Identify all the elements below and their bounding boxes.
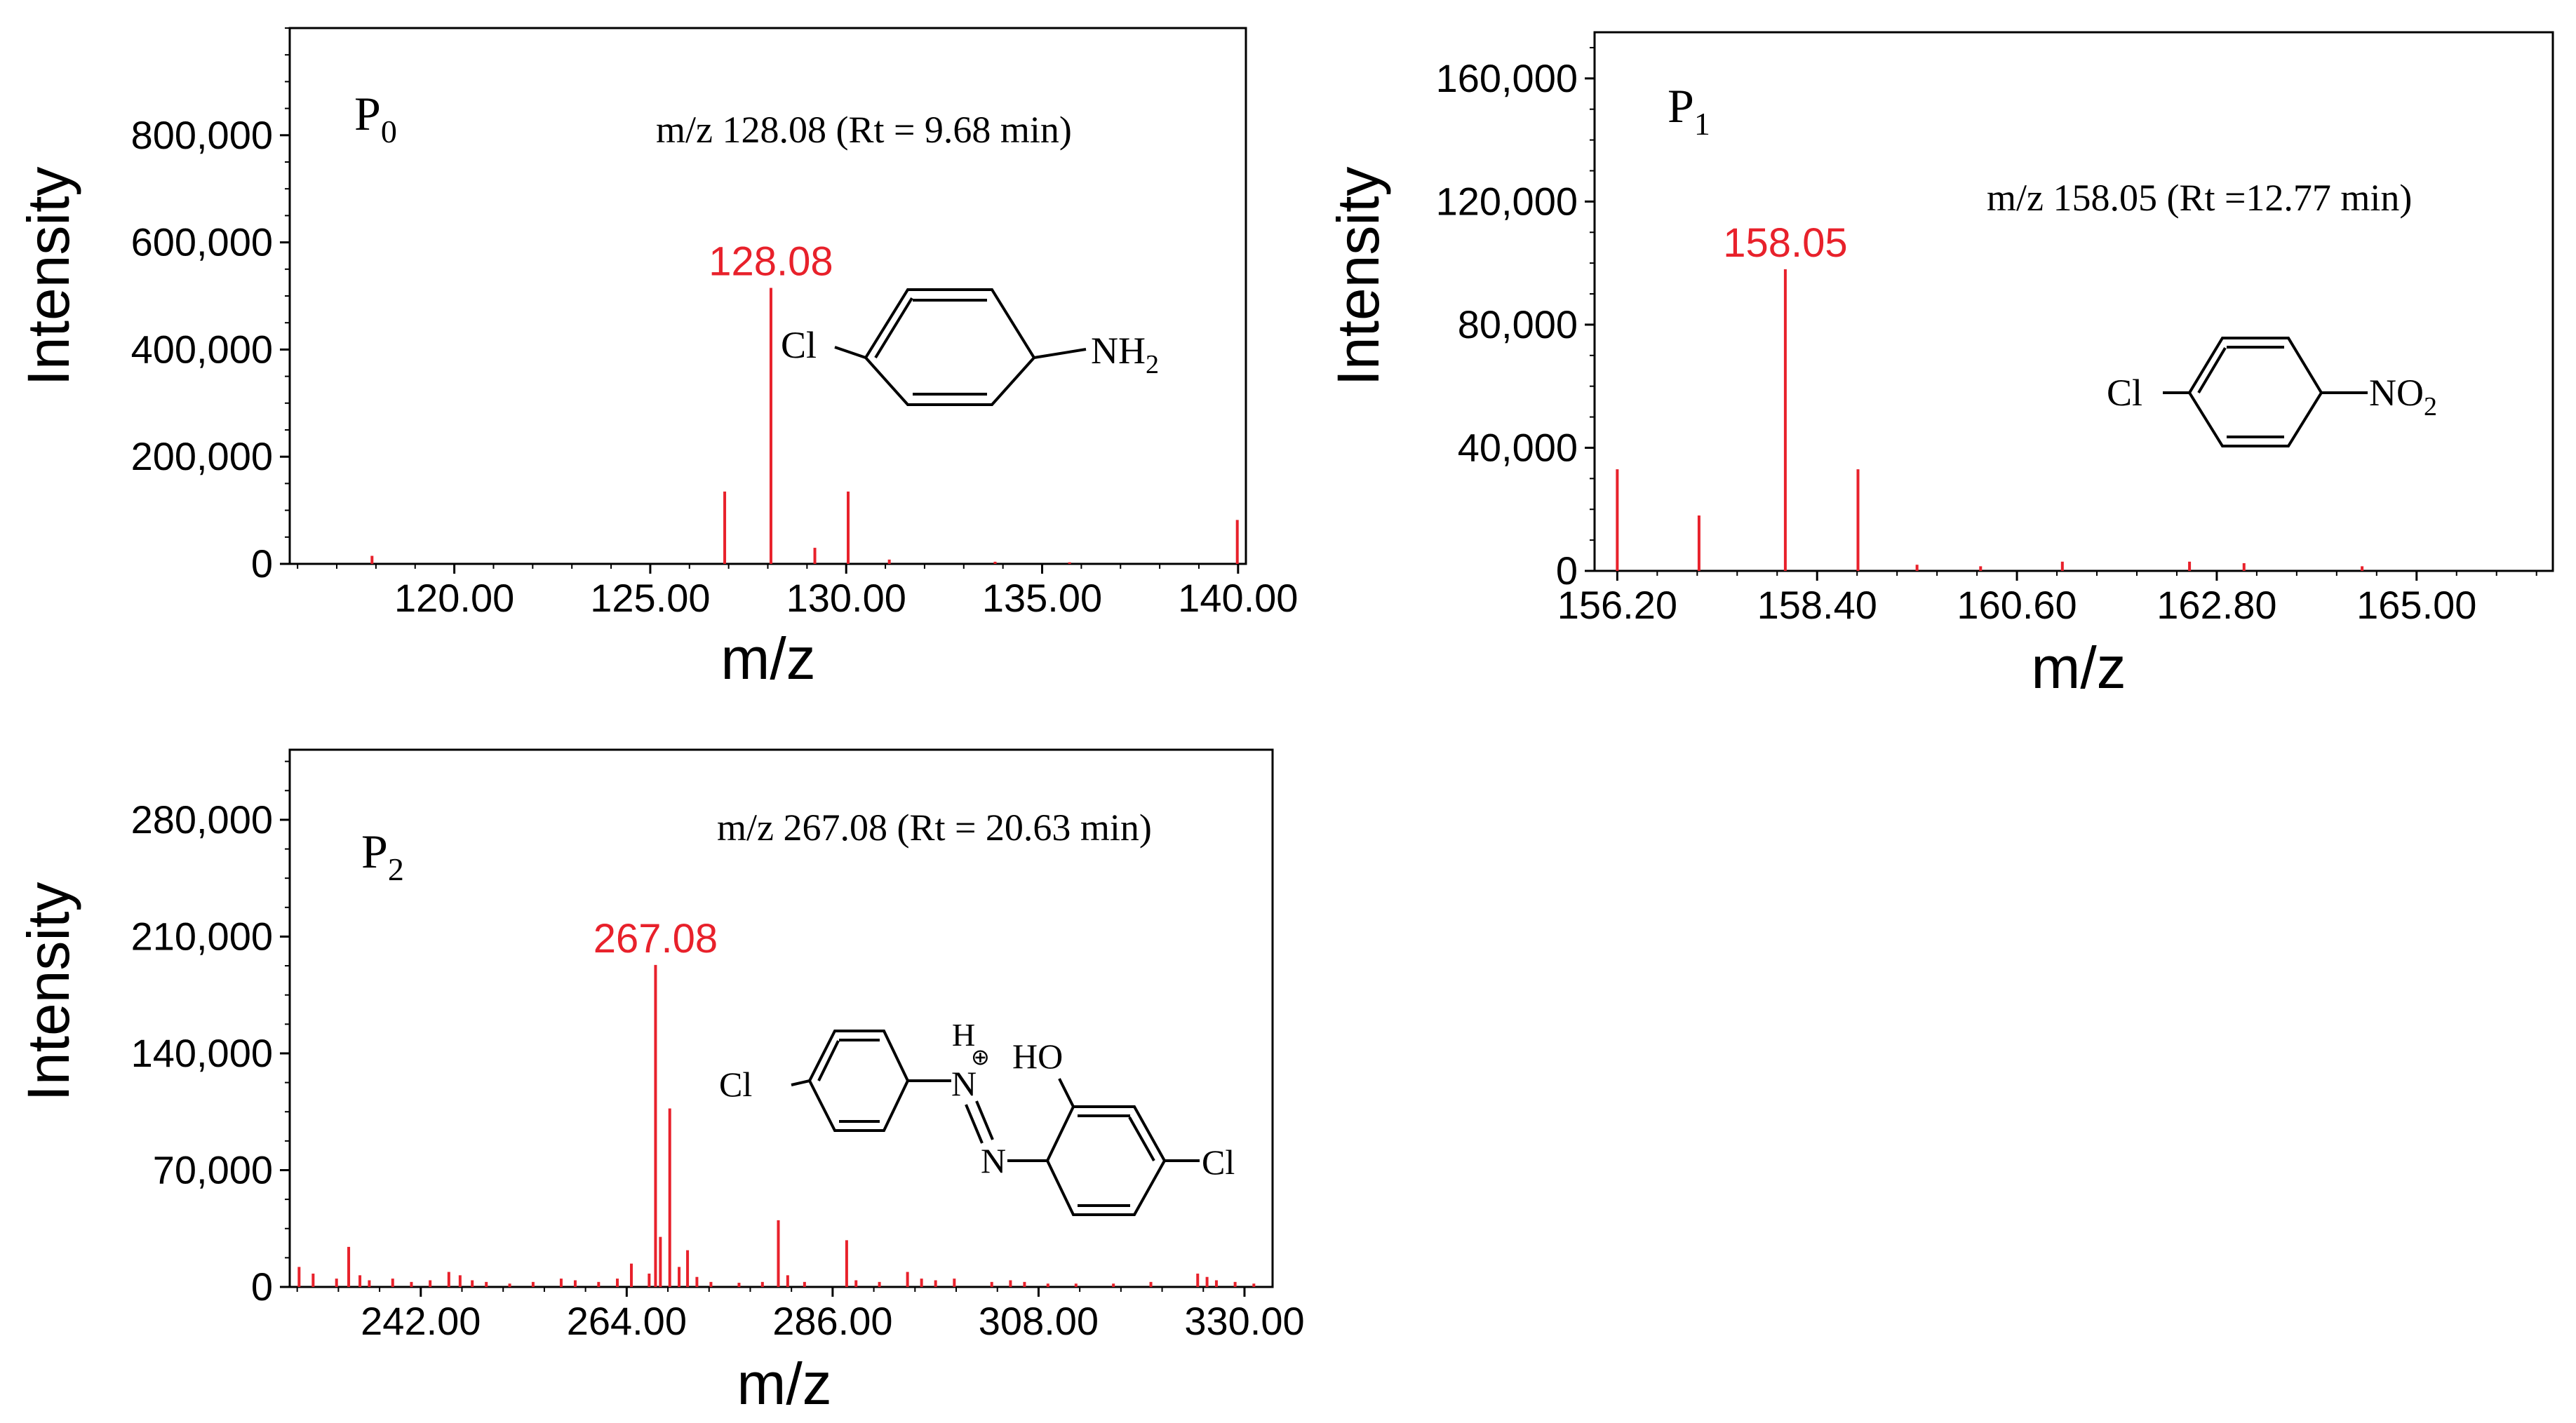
x-tick-label: 135.00	[982, 576, 1102, 620]
y-axis: 0 70,000 140,000 210,000 280,000	[131, 760, 290, 1309]
peak-series	[297, 964, 1256, 1287]
x-tick-label: 162.80	[2156, 583, 2276, 627]
x-tick-label: 120.00	[394, 576, 514, 620]
x-tick-label: 158.40	[1757, 583, 1877, 627]
annotation: m/z 267.08 (Rt = 20.63 min)	[717, 807, 1152, 849]
y-tick-label: 80,000	[1458, 302, 1578, 346]
chlorine-atom-right: Cl	[1202, 1142, 1235, 1182]
nitro-group: NO2	[2369, 372, 2437, 421]
y-axis-title: Intensity	[15, 882, 81, 1102]
y-tick-label: 600,000	[131, 220, 273, 264]
panel-label-letter: P	[361, 825, 388, 878]
spectrum-panel-p1: 156.20 158.40 160.60 162.80 165.00 0 40,000 80…	[1325, 31, 2554, 701]
right-ring-double-bonds	[1078, 1114, 1155, 1207]
peak-label: 267.08	[593, 916, 718, 962]
panel-label-subscript: 1	[1694, 106, 1710, 142]
x-tick-label: 130.00	[786, 576, 906, 620]
hydrogen-label: H	[952, 1017, 975, 1053]
x-axis-title: m/z	[720, 626, 815, 692]
y-tick-label: 400,000	[131, 327, 273, 371]
panel-label: P2	[361, 825, 404, 887]
charge-symbol: ⊕	[971, 1044, 990, 1070]
y-tick-label: 0	[1556, 548, 1578, 593]
y-tick-label: 70,000	[153, 1147, 273, 1192]
x-tick-label: 156.20	[1557, 583, 1677, 627]
nitrogen-1: N	[951, 1064, 977, 1103]
x-tick-label: 242.00	[361, 1299, 481, 1343]
right-ring-bonds	[1058, 1078, 1200, 1162]
y-tick-label: 120,000	[1436, 179, 1578, 223]
amino-group-symbol: NH	[1091, 330, 1146, 372]
nitro-group-subscript: 2	[2424, 392, 2437, 421]
spectrum-panel-p0: 120.00 125.00 130.00 135.00 140.00 0 200,000 4…	[15, 27, 1298, 692]
azo-double-bond	[965, 1100, 994, 1144]
peak-series	[370, 288, 1239, 564]
x-tick-label: 286.00	[772, 1299, 892, 1343]
x-axis-title: m/z	[2031, 635, 2126, 701]
x-tick-label: 308.00	[979, 1299, 1099, 1343]
chlorine-atom: Cl	[781, 324, 817, 366]
chlorine-atom: Cl	[2107, 372, 2142, 414]
y-tick-label: 160,000	[1436, 56, 1578, 100]
x-tick-label: 140.00	[1178, 576, 1298, 620]
annotation: m/z 158.05 (Rt =12.77 min)	[1987, 177, 2412, 219]
left-benzene-ring	[807, 1030, 910, 1132]
y-axis-title: Intensity	[1325, 167, 1391, 386]
y-axis: 0 200,000 400,000 600,000 800,000	[131, 27, 290, 586]
x-tick-label: 264.00	[567, 1299, 687, 1343]
annotation: m/z 128.08 (Rt = 9.68 min)	[656, 109, 1072, 151]
x-tick-label: 165.00	[2356, 583, 2476, 627]
y-tick-label: 800,000	[131, 113, 273, 157]
chemical-structure: Cl NO2	[2107, 337, 2437, 447]
x-axis: 120.00 125.00 130.00 135.00 140.00	[297, 564, 1298, 620]
right-benzene-ring	[1045, 1105, 1167, 1216]
plot-frame	[288, 748, 1274, 1288]
y-tick-label: 0	[251, 541, 273, 586]
x-axis-title: m/z	[737, 1351, 831, 1417]
y-axis-title: Intensity	[15, 167, 81, 386]
nitrogen-2: N	[981, 1141, 1006, 1180]
plot-frame	[1593, 31, 2554, 572]
x-tick-label: 125.00	[590, 576, 710, 620]
panel-label-subscript: 2	[388, 851, 404, 887]
hydroxyl-group: HO	[1012, 1037, 1063, 1076]
panel-label: P0	[354, 87, 397, 149]
nitro-group-symbol: NO	[2369, 372, 2424, 414]
chlorine-atom-left: Cl	[719, 1065, 752, 1104]
amino-group-subscript: 2	[1146, 350, 1159, 379]
benzene-ring	[864, 288, 1036, 406]
y-tick-label: 200,000	[131, 434, 273, 478]
left-ring-double-bonds	[817, 1039, 880, 1123]
y-tick-label: 40,000	[1458, 425, 1578, 469]
chemical-structure: Cl NH2	[781, 288, 1159, 406]
x-axis: 156.20 158.40 160.60 162.80 165.00	[1557, 571, 2537, 627]
panel-label-letter: P	[1668, 79, 1694, 133]
y-tick-label: 280,000	[131, 797, 273, 842]
substituent-bonds	[834, 346, 1087, 359]
panel-label-subscript: 0	[381, 114, 397, 149]
ring-double-bonds	[874, 297, 987, 396]
x-tick-label: 330.00	[1184, 1299, 1304, 1343]
y-tick-label: 210,000	[131, 914, 273, 958]
y-tick-label: 0	[251, 1264, 273, 1309]
spectrum-panel-p2: 242.00 264.00 286.00 308.00 330.00 0 70,000 14…	[15, 748, 1305, 1417]
ring-double-bonds	[2197, 346, 2284, 438]
panel-label: P1	[1668, 79, 1710, 142]
x-axis: 242.00 264.00 286.00 308.00 330.00	[296, 1287, 1305, 1343]
amino-group: NH2	[1091, 330, 1159, 379]
peak-label: 128.08	[709, 239, 833, 285]
panel-label-letter: P	[354, 87, 381, 140]
y-axis: 0 40,000 80,000 120,000 160,000	[1436, 46, 1595, 593]
x-tick-label: 160.60	[1957, 583, 2077, 627]
peak-label: 158.05	[1723, 220, 1847, 266]
peak-series	[1616, 269, 2364, 571]
chemical-structure: Cl H ⊕ N N HO Cl	[719, 1017, 1235, 1216]
y-tick-label: 140,000	[131, 1031, 273, 1075]
benzene-ring	[2187, 337, 2323, 447]
left-ring-bonds	[791, 1079, 951, 1086]
